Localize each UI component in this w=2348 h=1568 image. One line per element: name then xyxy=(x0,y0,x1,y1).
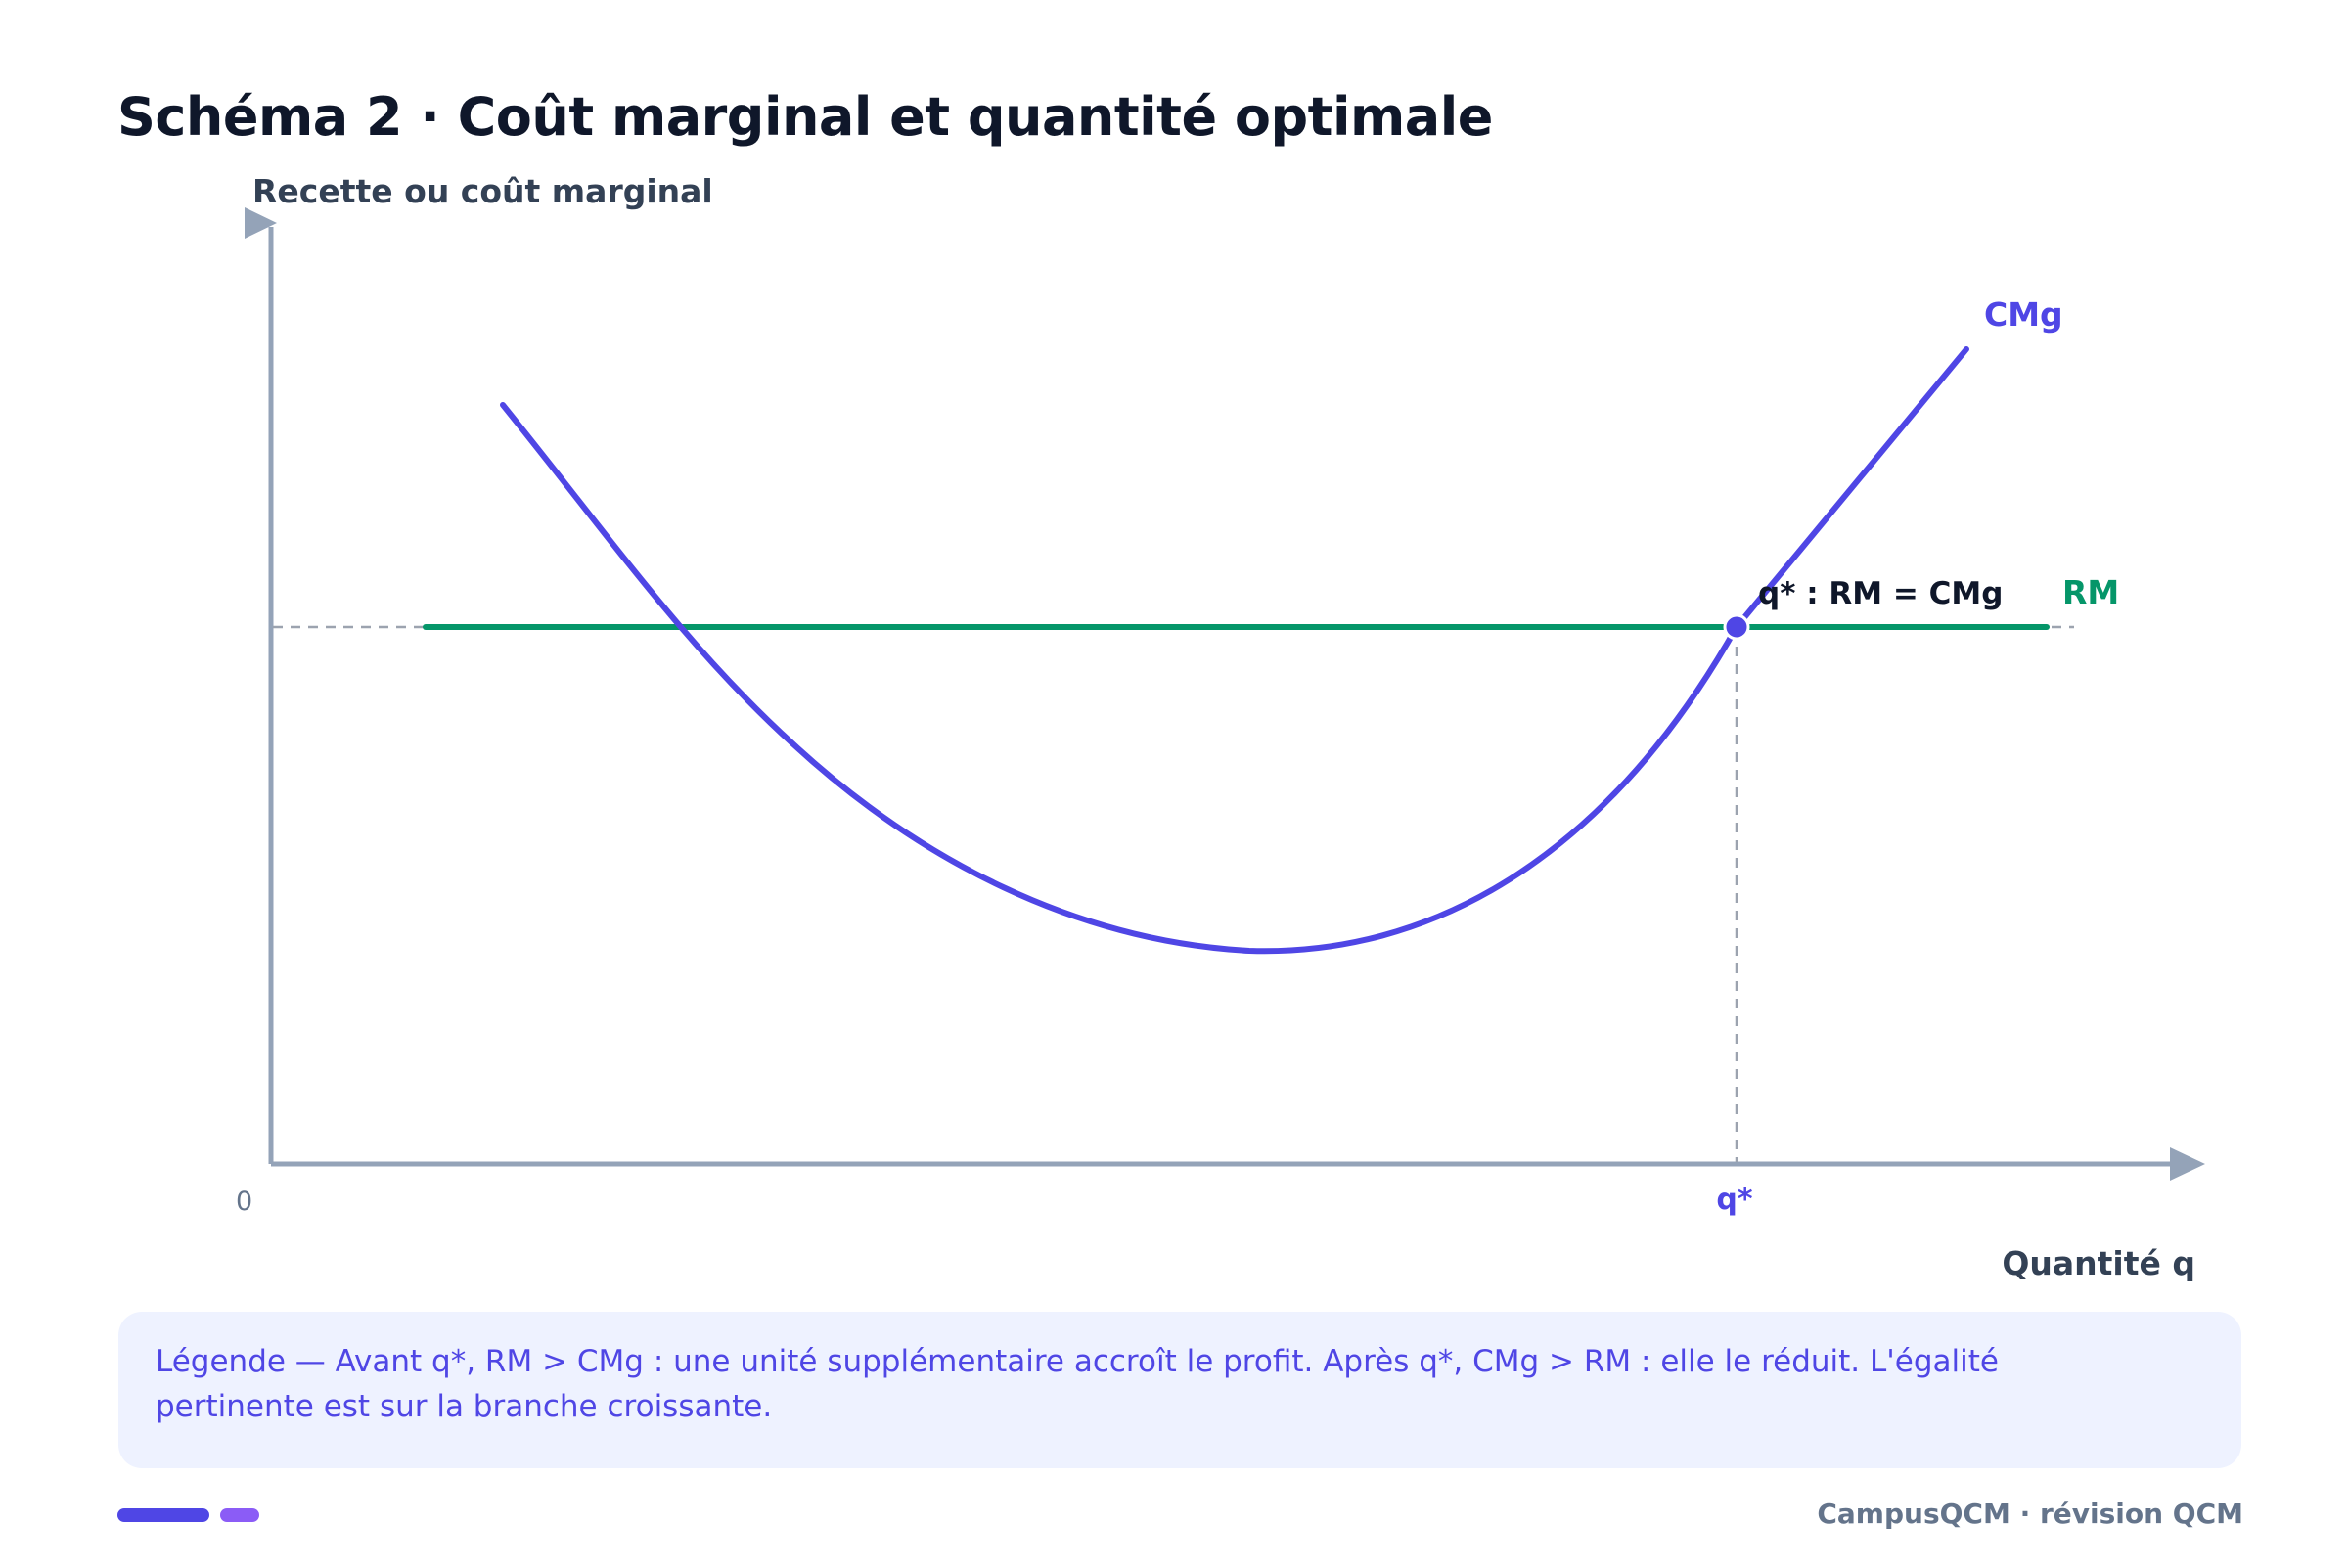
marginal-cost-diagram: Recette ou coût marginal CMg RM q* : RM … xyxy=(236,172,2205,1282)
origin-label: 0 xyxy=(236,1187,252,1217)
q-star-tick-label: q* xyxy=(1716,1183,1752,1217)
x-axis-label: Quantité q xyxy=(2002,1244,2195,1282)
legend-box: Légende — Avant q*, RM > CMg : une unité… xyxy=(118,1312,2241,1468)
x-axis-arrow xyxy=(2170,1147,2205,1181)
cmg-curve xyxy=(500,346,1969,955)
legend-text: Légende — Avant q*, RM > CMg : une unité… xyxy=(156,1344,2000,1424)
y-axis-arrow xyxy=(245,207,277,239)
equilibrium-label: q* : RM = CMg xyxy=(1758,576,2003,611)
decorative-pill-secondary xyxy=(220,1508,259,1522)
footer-brand: CampusQCM · révision QCM xyxy=(1817,1498,2243,1530)
decorative-pill-primary xyxy=(117,1508,209,1522)
rm-line-label: RM xyxy=(2062,573,2119,611)
equilibrium-point xyxy=(1723,613,1750,641)
cmg-curve-label: CMg xyxy=(1984,295,2063,334)
page-title: Schéma 2 · Coût marginal et quantité opt… xyxy=(117,86,1493,148)
y-axis-label: Recette ou coût marginal xyxy=(252,172,713,210)
